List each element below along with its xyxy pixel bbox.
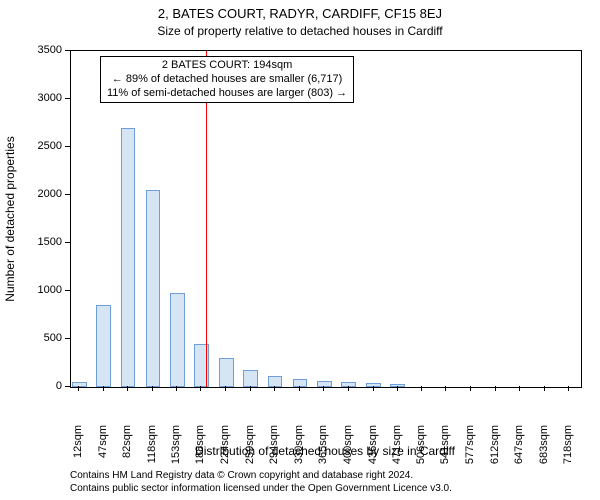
chart-title: 2, BATES COURT, RADYR, CARDIFF, CF15 8EJ (0, 6, 600, 21)
x-tick (250, 386, 251, 391)
x-tick-label: 12sqm (72, 425, 84, 475)
x-tick-label: 330sqm (293, 425, 305, 475)
x-tick-label: 718sqm (562, 425, 574, 475)
x-tick-label: 400sqm (342, 425, 354, 475)
y-tick (65, 194, 70, 195)
x-tick (152, 386, 153, 391)
chart-subtitle: Size of property relative to detached ho… (0, 24, 600, 38)
x-tick-label: 47sqm (97, 425, 109, 475)
histogram-bar (366, 383, 381, 387)
x-tick-label: 153sqm (170, 425, 182, 475)
x-tick (445, 386, 446, 391)
x-tick-label: 188sqm (194, 425, 206, 475)
histogram-bar (243, 370, 258, 387)
x-tick (544, 386, 545, 391)
x-tick-label: 436sqm (367, 425, 379, 475)
histogram-bar (293, 379, 308, 387)
x-tick (519, 386, 520, 391)
y-tick-label: 1500 (0, 236, 62, 248)
x-tick (299, 386, 300, 391)
x-tick (78, 386, 79, 391)
x-tick-label: 118sqm (146, 425, 158, 475)
x-tick (274, 386, 275, 391)
y-tick-label: 2500 (0, 140, 62, 152)
x-tick (200, 386, 201, 391)
histogram-bar (72, 382, 87, 387)
x-tick-label: 365sqm (317, 425, 329, 475)
chart-container: 2, BATES COURT, RADYR, CARDIFF, CF15 8EJ… (0, 0, 600, 500)
histogram-bar (219, 358, 234, 387)
x-tick (373, 386, 374, 391)
x-tick (323, 386, 324, 391)
y-tick-label: 2000 (0, 188, 62, 200)
footer-line-2: Contains public sector information licen… (70, 483, 452, 494)
y-tick (65, 50, 70, 51)
histogram-bar (170, 293, 185, 387)
x-tick (397, 386, 398, 391)
y-tick-label: 0 (0, 380, 62, 392)
x-tick-label: 259sqm (244, 425, 256, 475)
histogram-bar (146, 190, 161, 387)
y-tick-label: 3000 (0, 92, 62, 104)
x-tick-label: 541sqm (439, 425, 451, 475)
histogram-bar (121, 128, 136, 387)
x-tick (568, 386, 569, 391)
annotation-line: 2 BATES COURT: 194sqm (107, 59, 347, 73)
x-tick-label: 506sqm (415, 425, 427, 475)
histogram-bar (96, 305, 111, 387)
x-tick-label: 224sqm (219, 425, 231, 475)
x-tick (225, 386, 226, 391)
annotation-box: 2 BATES COURT: 194sqm← 89% of detached h… (100, 56, 354, 103)
x-tick-label: 683sqm (538, 425, 550, 475)
y-tick (65, 338, 70, 339)
x-tick-label: 577sqm (464, 425, 476, 475)
x-tick (103, 386, 104, 391)
y-tick-label: 1000 (0, 284, 62, 296)
x-tick-label: 612sqm (489, 425, 501, 475)
histogram-bar (317, 381, 332, 387)
x-tick (176, 386, 177, 391)
y-tick (65, 146, 70, 147)
x-tick (421, 386, 422, 391)
y-tick-label: 500 (0, 332, 62, 344)
x-tick-label: 647sqm (513, 425, 525, 475)
y-tick (65, 290, 70, 291)
y-tick (65, 242, 70, 243)
x-tick (470, 386, 471, 391)
y-tick (65, 386, 70, 387)
x-tick-label: 294sqm (268, 425, 280, 475)
y-tick (65, 98, 70, 99)
annotation-line: 11% of semi-detached houses are larger (… (107, 87, 347, 101)
x-tick (495, 386, 496, 391)
x-tick-label: 82sqm (121, 425, 133, 475)
x-tick (348, 386, 349, 391)
x-tick-label: 471sqm (391, 425, 403, 475)
y-tick-label: 3500 (0, 44, 62, 56)
annotation-line: ← 89% of detached houses are smaller (6,… (107, 73, 347, 87)
x-tick (127, 386, 128, 391)
